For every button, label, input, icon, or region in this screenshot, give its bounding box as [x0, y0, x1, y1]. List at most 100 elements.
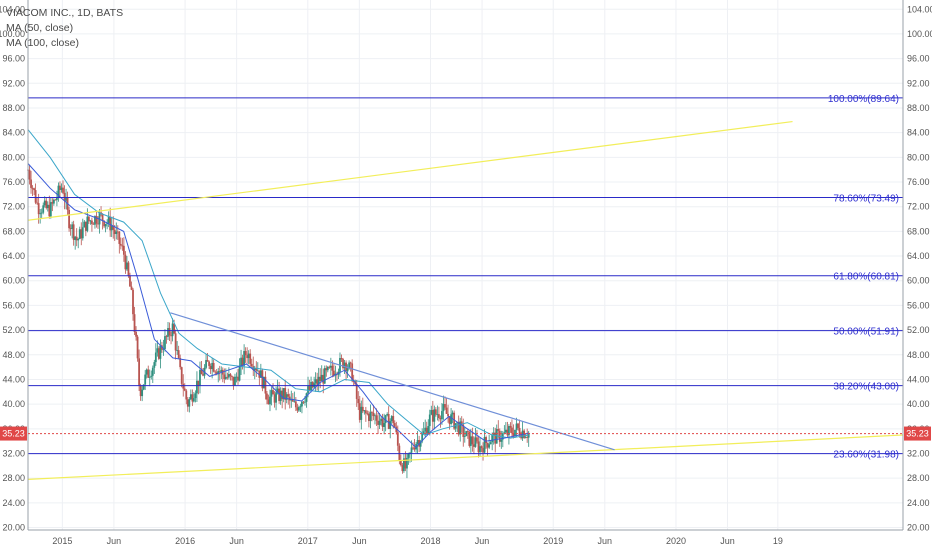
candle-body	[448, 416, 451, 424]
candle-body	[322, 374, 325, 384]
candle-body	[378, 421, 381, 425]
candle-body	[224, 376, 227, 380]
candle-body	[465, 431, 468, 437]
candle-body	[127, 262, 130, 276]
candle-body	[60, 187, 63, 190]
y-tick-label-right: 68.00	[907, 226, 930, 236]
candle-body	[346, 368, 349, 372]
candle-body	[212, 362, 215, 372]
legend-ma100[interactable]: MA (100, close)	[6, 37, 79, 49]
candle-body	[491, 435, 494, 443]
candle-body	[416, 440, 419, 445]
candle-body	[278, 388, 281, 401]
candle-body	[276, 388, 279, 393]
candle-body	[168, 328, 171, 336]
candle-body	[304, 401, 306, 403]
candle-body	[386, 413, 389, 416]
y-tick-label-right: 80.00	[907, 152, 930, 162]
candle-body	[220, 369, 223, 372]
candle-body	[430, 410, 433, 415]
y-tick-label-left: 20.00	[2, 523, 25, 533]
candle-body	[291, 398, 294, 402]
candle-body	[241, 357, 244, 366]
candle-body	[401, 465, 404, 472]
candle-body	[46, 204, 49, 209]
candle-body	[196, 380, 198, 394]
candle-body	[406, 457, 408, 469]
candle-body	[301, 401, 303, 407]
candle-body	[342, 359, 344, 369]
candle-body	[162, 348, 165, 350]
candle-body	[199, 369, 201, 386]
candle-body	[369, 412, 372, 422]
candle-body	[107, 216, 110, 223]
candle-body	[436, 414, 439, 416]
candle-body	[115, 231, 118, 235]
candle-body	[323, 368, 326, 384]
candle-body	[185, 390, 188, 400]
candle-body	[311, 381, 314, 388]
candle-body	[285, 394, 288, 400]
candle-body	[413, 447, 416, 450]
candle-body	[174, 333, 177, 351]
candle-body	[424, 427, 427, 432]
candle-body	[136, 336, 139, 359]
candle-body	[269, 396, 271, 405]
candle-body	[332, 370, 335, 376]
candle-body	[282, 388, 285, 400]
y-tick-label-right: 92.00	[907, 78, 930, 88]
candle-body	[389, 421, 392, 429]
candle-body	[182, 383, 185, 389]
x-tick-label: Jun	[720, 536, 735, 546]
candle-body	[48, 204, 51, 217]
candle-body	[40, 212, 43, 214]
candle-body	[439, 418, 442, 420]
candle-body	[329, 365, 332, 368]
candle-body	[223, 374, 226, 380]
candle-body	[192, 398, 195, 402]
candle-body	[404, 458, 407, 469]
legend-ma50[interactable]: MA (50, close)	[6, 22, 74, 34]
candle-body	[393, 423, 396, 427]
candle-body	[503, 432, 506, 434]
candle-body	[358, 403, 361, 420]
candle-body	[188, 399, 191, 407]
candle-body	[42, 205, 45, 213]
candle-body	[122, 245, 125, 255]
candle-body	[226, 376, 229, 378]
candle-body	[165, 336, 168, 337]
candle-body	[434, 409, 437, 415]
candle-body	[456, 422, 459, 424]
legend-symbol[interactable]: VIACOM INC., 1D, BATS	[6, 7, 124, 19]
candle-body	[524, 437, 527, 438]
candle-body	[476, 437, 478, 442]
x-tick-label: Jun	[352, 536, 367, 546]
candle-body	[442, 404, 445, 412]
candle-body	[124, 254, 127, 270]
fib-level-label: 23.60%(31.98)	[833, 450, 899, 461]
candle-body	[355, 384, 358, 399]
candle-body	[80, 229, 83, 239]
candle-body	[74, 236, 77, 240]
candle-body	[205, 360, 207, 368]
candle-body	[231, 376, 233, 377]
candle-body	[270, 390, 273, 397]
fib-level-label: 78.60%(73.49)	[833, 194, 899, 205]
trendline	[27, 434, 904, 481]
candle-body	[103, 220, 105, 227]
candle-body	[71, 224, 74, 229]
candle-body	[390, 416, 393, 422]
candle-body	[343, 362, 346, 369]
candle-body	[215, 372, 218, 375]
candle-body	[305, 393, 308, 402]
fib-level-label: 61.80%(60.81)	[833, 272, 899, 283]
candle-body	[202, 374, 204, 376]
candle-body	[266, 393, 268, 400]
y-tick-label-right: 104.00	[907, 4, 932, 14]
candle-body	[65, 197, 67, 201]
candle-body	[447, 413, 449, 417]
candle-body	[92, 223, 95, 225]
candle-body	[112, 225, 115, 230]
x-tick-label: 2017	[298, 536, 318, 546]
